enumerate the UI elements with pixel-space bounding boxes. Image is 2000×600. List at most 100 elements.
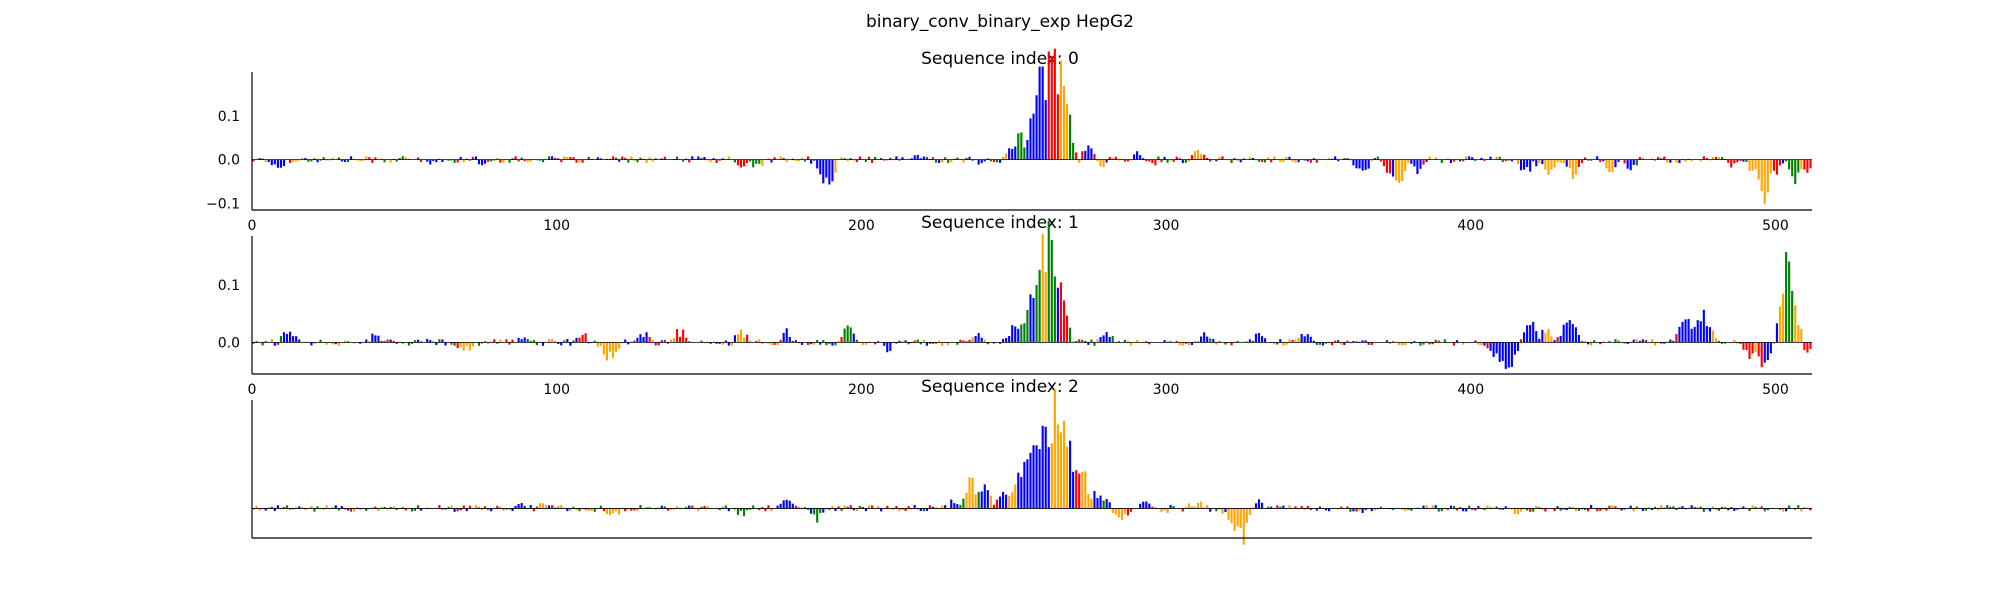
logo-letter xyxy=(1260,336,1264,343)
logo-letter xyxy=(1404,342,1407,346)
logo-letter xyxy=(1306,505,1309,509)
logo-letter xyxy=(548,505,551,509)
logo-letter xyxy=(1102,335,1105,343)
logo-letter xyxy=(983,159,986,162)
logo-letter xyxy=(334,342,337,345)
logo-letter xyxy=(1005,153,1008,160)
logo-letter xyxy=(599,505,602,509)
logo-letter xyxy=(578,337,581,343)
logo-letter xyxy=(1257,333,1261,343)
logo-letter xyxy=(1699,159,1702,162)
logo-letter xyxy=(596,342,599,347)
logo-letter xyxy=(496,505,499,509)
logo-letter xyxy=(986,490,989,509)
logo-letter xyxy=(1605,508,1608,511)
logo-letter xyxy=(934,342,938,344)
logo-letter xyxy=(1388,342,1392,345)
logo-letter xyxy=(660,158,663,160)
logo-letter xyxy=(1230,342,1233,346)
logo-letter xyxy=(806,508,810,510)
logo-letter xyxy=(733,159,736,163)
logo-letter xyxy=(1190,506,1194,509)
logo-letter xyxy=(386,339,389,343)
logo-letter xyxy=(401,507,404,509)
logo-letter xyxy=(1586,159,1590,161)
logo-letter xyxy=(1105,499,1108,509)
y-tick-label: −0.1 xyxy=(206,196,240,212)
logo-letter xyxy=(1650,158,1654,160)
logo-letter xyxy=(383,340,386,343)
logo-letter xyxy=(1806,342,1809,353)
logo-letter xyxy=(1797,159,1800,173)
logo-letter xyxy=(535,506,538,509)
logo-letter xyxy=(1102,500,1105,509)
logo-letter xyxy=(867,156,871,160)
logo-letter xyxy=(1724,342,1727,344)
logo-letter xyxy=(1337,340,1340,343)
logo-letter xyxy=(1352,508,1355,512)
logo-letter xyxy=(1315,342,1318,345)
logo-letter xyxy=(785,328,788,343)
logo-letter xyxy=(685,337,688,343)
logo-letter xyxy=(557,342,560,344)
logo-letter xyxy=(1178,342,1181,346)
logo-letter xyxy=(977,333,980,343)
logo-letter xyxy=(1142,501,1145,509)
logo-letter xyxy=(1559,335,1562,343)
logo-letter xyxy=(459,342,462,348)
logo-letter xyxy=(484,159,487,164)
logo-letter xyxy=(831,342,834,346)
logo-letter xyxy=(828,159,831,185)
logo-letter xyxy=(941,505,944,509)
logo-letter xyxy=(727,342,730,346)
logo-letter xyxy=(1465,508,1468,512)
logo-letter xyxy=(1257,159,1261,162)
logo-letter xyxy=(432,341,435,343)
y-tick-label: 0.1 xyxy=(218,278,240,294)
logo-letter xyxy=(1172,506,1175,509)
logo-letter xyxy=(1200,154,1203,160)
logo-letter xyxy=(703,505,706,509)
logo-letter xyxy=(1614,339,1617,343)
logo-letter xyxy=(499,159,502,163)
logo-letter xyxy=(1053,276,1056,343)
logo-letter xyxy=(770,342,773,346)
logo-letter xyxy=(663,506,666,509)
logo-letter xyxy=(1449,505,1453,509)
logo-letter xyxy=(292,508,295,510)
logo-letter xyxy=(1340,506,1343,509)
x-tick-label: 0 xyxy=(248,382,257,398)
logo-letter xyxy=(496,157,499,160)
logo-letter xyxy=(1681,321,1684,343)
logo-letter xyxy=(1711,506,1715,509)
logo-letter xyxy=(931,506,935,509)
logo-letter xyxy=(563,156,566,160)
logo-letter xyxy=(794,340,797,343)
logo-letter xyxy=(651,159,654,162)
logo-letter xyxy=(1733,339,1736,343)
logo-letter xyxy=(1443,339,1446,343)
logo-letter xyxy=(1318,342,1321,345)
logo-letter xyxy=(380,341,383,343)
logo-letter xyxy=(633,508,636,511)
logo-letter xyxy=(995,499,999,509)
logo-letter xyxy=(767,342,770,344)
logo-letter xyxy=(901,508,904,510)
logo-letter xyxy=(752,505,755,509)
logo-letter xyxy=(846,325,849,343)
logo-letter xyxy=(1498,156,1501,160)
logo-letter xyxy=(1282,505,1285,509)
logo-letter xyxy=(1120,508,1123,521)
logo-letter xyxy=(998,159,1002,163)
logo-letter xyxy=(709,159,712,163)
logo-letter xyxy=(304,508,307,510)
logo-letter xyxy=(636,508,639,512)
logo-letter xyxy=(1349,508,1352,512)
logo-letter xyxy=(1727,159,1730,163)
logo-letter xyxy=(1800,508,1803,512)
logo-letter xyxy=(822,340,825,343)
logo-letter xyxy=(334,505,337,509)
logo-letter xyxy=(1721,342,1724,344)
logo-letter xyxy=(1032,297,1035,343)
logo-letter xyxy=(1596,508,1599,512)
